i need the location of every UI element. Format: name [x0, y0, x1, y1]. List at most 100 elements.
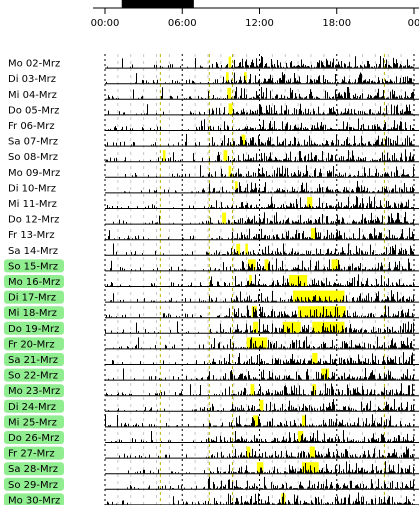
- day-row: Mo 23-Mrz: [4, 383, 419, 398]
- activity-bars: [119, 446, 414, 458]
- highlight-period: [259, 399, 264, 411]
- row-label: Mo 30-Mrz: [8, 495, 60, 505]
- day-row: Do 19-Mrz: [4, 320, 419, 335]
- weekend-label-highlight: [4, 446, 64, 460]
- highlight-period: [236, 243, 241, 255]
- row-label: So 22-Mrz: [8, 371, 58, 382]
- highlight-period: [307, 197, 313, 208]
- day-row: Fr 20-Mrz: [4, 336, 419, 351]
- weekend-label-highlight: [4, 384, 64, 398]
- highlight-period: [253, 321, 259, 333]
- highlight-period: [298, 431, 304, 442]
- axis-tick-label: 00:00: [91, 18, 120, 29]
- axis-tick-label: 12:00: [245, 18, 274, 29]
- highlight-period: [253, 415, 259, 427]
- highlight-period: [246, 337, 268, 349]
- highlight-period: [264, 259, 269, 271]
- row-label: Mo 02-Mrz: [8, 59, 60, 70]
- row-label: Fr 13-Mrz: [8, 230, 55, 241]
- highlight-period: [227, 87, 232, 99]
- activity-bars: [108, 367, 414, 380]
- highlight-period: [250, 384, 255, 396]
- highlight-period: [301, 415, 306, 427]
- highlight-period: [245, 243, 248, 255]
- highlight-period: [241, 134, 246, 146]
- activity-bars: [113, 243, 414, 255]
- activity-bars: [105, 320, 414, 333]
- weekend-label-highlight: [4, 477, 64, 491]
- day-row: Di 10-Mrz: [8, 180, 419, 194]
- row-label: Fr 20-Mrz: [8, 339, 55, 350]
- highlight-period: [228, 103, 233, 115]
- row-label: So 29-Mrz: [8, 480, 58, 491]
- activity-bars: [105, 227, 414, 240]
- weekend-label-highlight: [4, 462, 64, 476]
- row-label: Di 24-Mrz: [8, 402, 56, 413]
- row-label: Di 03-Mrz: [8, 74, 56, 85]
- day-row: Fr 06-Mrz: [8, 118, 419, 132]
- highlight-period: [223, 150, 228, 162]
- activity-bars: [113, 336, 414, 349]
- activity-bars: [128, 461, 414, 474]
- highlight-period: [228, 165, 232, 177]
- row-label: So 08-Mrz: [8, 152, 58, 163]
- row-label: Do 12-Mrz: [8, 215, 59, 226]
- activity-bars: [113, 211, 414, 224]
- day-row: Di 03-Mrz: [8, 72, 419, 85]
- weekend-label-highlight: [4, 306, 64, 320]
- highlight-period: [251, 306, 257, 318]
- highlight-period: [312, 353, 318, 364]
- activity-bars: [125, 165, 414, 177]
- weekend-label-highlight: [4, 368, 64, 382]
- row-label: Mo 09-Mrz: [8, 168, 60, 179]
- activity-bars: [105, 133, 414, 146]
- activity-bars: [110, 258, 412, 271]
- row-label: Di 17-Mrz: [8, 293, 56, 304]
- row-label: Mo 16-Mrz: [8, 277, 60, 288]
- activity-bars: [107, 196, 414, 208]
- day-row: So 29-Mrz: [4, 476, 419, 491]
- day-row: Mi 25-Mrz: [4, 414, 419, 429]
- row-label: Mi 18-Mrz: [8, 308, 57, 319]
- day-row: Mi 11-Mrz: [8, 196, 419, 210]
- top-marker-bar: [121, 0, 194, 8]
- activity-bars: [106, 305, 414, 318]
- weekend-label-highlight: [4, 415, 64, 429]
- day-row: Fr 13-Mrz: [8, 227, 419, 241]
- row-label: Sa 07-Mrz: [8, 137, 58, 148]
- row-label: Mo 23-Mrz: [8, 386, 60, 397]
- highlight-period: [298, 306, 346, 318]
- highlight-period: [228, 56, 232, 68]
- day-row: Mo 09-Mrz: [8, 165, 419, 179]
- time-axis: 00:00 06:00 12:00 18:00 00: [91, 0, 419, 29]
- row-label: So 15-Mrz: [8, 261, 58, 272]
- day-row: Di 17-Mrz: [4, 290, 419, 304]
- row-label: Do 05-Mrz: [8, 105, 59, 116]
- weekend-label-highlight: [4, 321, 64, 335]
- axis-tick-label: 06:00: [168, 18, 197, 29]
- day-row: Mo 16-Mrz: [4, 274, 419, 288]
- weekend-label-highlight: [4, 259, 64, 273]
- activity-bars: [105, 414, 414, 427]
- activity-bars: [107, 55, 414, 68]
- highlight-period: [226, 72, 229, 84]
- activity-bars: [111, 430, 414, 442]
- weekend-label-highlight: [4, 431, 64, 444]
- activity-bars: [107, 274, 414, 286]
- row-label: Sa 28-Mrz: [8, 464, 58, 475]
- day-row: Do 05-Mrz: [8, 103, 419, 116]
- row-label: Mi 11-Mrz: [8, 199, 57, 210]
- highlight-period: [222, 212, 227, 224]
- row-label: Fr 06-Mrz: [8, 121, 55, 132]
- row-label: Mi 04-Mrz: [8, 90, 57, 101]
- weekend-label-highlight: [4, 337, 64, 351]
- day-row: Mo 02-Mrz: [8, 55, 419, 70]
- day-row: Do 12-Mrz: [8, 211, 419, 226]
- highlight-period: [311, 228, 317, 240]
- day-row: Fr 27-Mrz: [4, 446, 419, 460]
- activity-bars: [112, 352, 413, 364]
- day-row: Di 24-Mrz: [4, 399, 419, 413]
- weekend-label-highlight: [4, 399, 64, 413]
- activity-bars: [107, 492, 413, 505]
- activity-bars: [106, 383, 414, 396]
